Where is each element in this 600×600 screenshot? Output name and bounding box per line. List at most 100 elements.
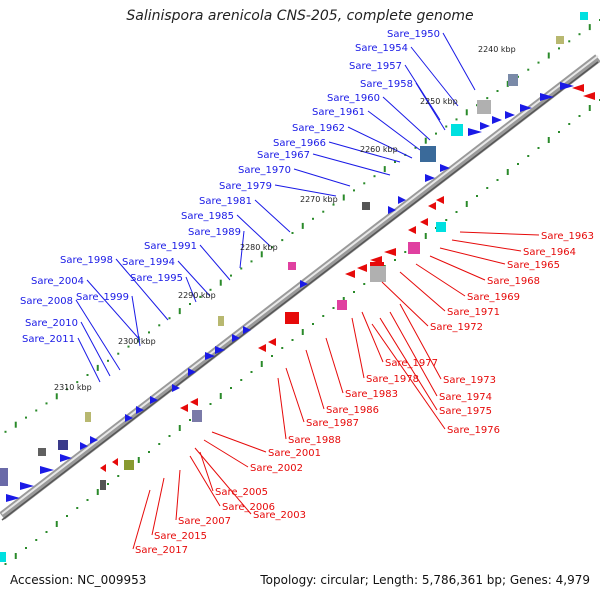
tick-label: 2250 kbp bbox=[420, 97, 458, 106]
gc-dot-upper bbox=[353, 189, 355, 192]
reverse-gene-label: Sare_1973 bbox=[443, 375, 496, 386]
gc-dot-upper bbox=[107, 359, 109, 362]
forward-gene-arrow bbox=[215, 346, 225, 354]
reverse-label-leader bbox=[415, 263, 466, 297]
gene-feature-block bbox=[85, 412, 91, 422]
reverse-gene-label: Sare_1987 bbox=[306, 418, 359, 429]
forward-gene-label: Sare_1989 bbox=[188, 227, 241, 238]
reverse-label-leader bbox=[389, 311, 438, 397]
gc-dot-upper bbox=[250, 260, 253, 263]
gc-dot-lower bbox=[219, 393, 222, 399]
gc-dot-upper bbox=[465, 109, 468, 116]
forward-label-leader bbox=[293, 168, 351, 187]
forward-label-leader bbox=[239, 230, 245, 269]
forward-gene-arrow bbox=[480, 122, 490, 130]
reverse-gene-label: Sare_1977 bbox=[385, 358, 438, 369]
tick-label: 2270 kbp bbox=[300, 195, 338, 204]
reverse-label-leader bbox=[277, 377, 287, 440]
gene-feature-block bbox=[0, 468, 8, 486]
gc-dot-lower bbox=[25, 547, 27, 549]
gene-feature-block bbox=[370, 266, 386, 282]
gc-dot-upper bbox=[455, 118, 458, 121]
reverse-label-leader bbox=[399, 303, 442, 380]
gc-dot-upper bbox=[189, 303, 191, 305]
gc-dot-lower bbox=[55, 521, 58, 527]
forward-gene-arrow bbox=[136, 406, 144, 414]
gc-dot-upper bbox=[486, 97, 489, 100]
gene-feature-block bbox=[285, 312, 299, 324]
gc-dot-lower bbox=[486, 187, 489, 189]
map-title: Salinispora arenicola CNS-205, complete … bbox=[126, 8, 474, 24]
gc-dot-lower bbox=[250, 371, 253, 373]
reverse-label-leader bbox=[305, 349, 325, 410]
forward-gene-arrow bbox=[60, 454, 72, 462]
reverse-label-leader bbox=[189, 455, 221, 507]
reverse-gene-label: Sare_2017 bbox=[135, 545, 188, 556]
reverse-gene-label: Sare_1965 bbox=[507, 260, 560, 271]
gc-dot-upper bbox=[117, 352, 120, 355]
gc-dot-lower bbox=[301, 329, 304, 335]
gc-dot-upper bbox=[445, 125, 448, 128]
gc-dot-upper bbox=[414, 146, 417, 149]
forward-gene-arrow bbox=[80, 442, 88, 450]
tick-labels: 2240 kbp 2250 kbp 2260 kbp 2270 kbp 2280 kbp… bbox=[54, 45, 516, 392]
gc-dot-upper bbox=[506, 80, 509, 87]
forward-gene-label: Sare_1994 bbox=[122, 257, 175, 268]
gc-dot-lower bbox=[117, 475, 120, 477]
forward-gene-arrow bbox=[505, 111, 515, 119]
gc-dot-upper bbox=[342, 194, 345, 201]
reverse-gene-arrow bbox=[345, 270, 355, 278]
reverse-gene-label: Sare_2006 bbox=[222, 502, 275, 513]
forward-gene-label: Sare_1958 bbox=[360, 79, 413, 90]
gene-feature-block bbox=[0, 552, 6, 562]
forward-gene-arrow bbox=[125, 414, 133, 422]
gc-dot-upper bbox=[199, 295, 202, 298]
reverse-label-leader bbox=[459, 231, 540, 236]
gc-dot-upper bbox=[537, 61, 540, 64]
gc-dot-lower bbox=[476, 195, 478, 197]
gene-feature-block bbox=[580, 12, 588, 20]
forward-gene-label: Sare_1961 bbox=[312, 107, 365, 118]
forward-label-leader bbox=[312, 153, 391, 176]
forward-gene-arrow bbox=[90, 436, 98, 444]
reverse-label-leader bbox=[151, 477, 165, 536]
reverse-gene-labels: Sare_1963 Sare_1964 Sare_1965 Sare_1968 Sare… bbox=[135, 231, 594, 556]
forward-gene-label: Sare_1999 bbox=[76, 292, 129, 303]
forward-gene-label: Sare_2008 bbox=[20, 296, 73, 307]
gc-dot-lower bbox=[496, 179, 499, 181]
reverse-gene-arrow bbox=[258, 344, 266, 352]
gc-dot-lower bbox=[76, 507, 79, 509]
gc-dot-upper bbox=[281, 239, 284, 242]
gc-dot-lower bbox=[158, 443, 161, 445]
forward-label-leader bbox=[347, 126, 413, 159]
gc-dot-upper bbox=[363, 182, 366, 185]
gc-dot-upper bbox=[96, 364, 99, 371]
reverse-gene-label: Sare_1963 bbox=[541, 231, 594, 242]
gc-dot-upper bbox=[127, 345, 130, 348]
forward-gene-arrow bbox=[40, 466, 54, 474]
reverse-label-leader bbox=[439, 247, 506, 265]
accession-text: Accession: NC_009953 bbox=[10, 573, 147, 587]
gc-dot-lower bbox=[558, 131, 560, 133]
forward-gene-arrow bbox=[440, 164, 450, 172]
gc-dot-lower bbox=[465, 201, 468, 207]
gc-dot-upper bbox=[394, 161, 396, 163]
gc-dot-lower bbox=[322, 315, 325, 317]
gc-dot-upper bbox=[55, 393, 58, 400]
reverse-gene-label: Sare_1978 bbox=[366, 374, 419, 385]
gc-dot-upper bbox=[14, 421, 17, 428]
forward-gene-labels: Sare_1950 Sare_1954 Sare_1957 Sare_1958 Sare… bbox=[20, 29, 440, 345]
gc-dot-upper bbox=[547, 52, 550, 59]
reverse-gene-label: Sare_2005 bbox=[215, 487, 268, 498]
forward-label-leader bbox=[367, 110, 421, 151]
gc-dot-upper bbox=[588, 24, 591, 31]
gene-feature-block bbox=[408, 242, 420, 254]
forward-label-leader bbox=[185, 276, 197, 303]
gc-dot-lower bbox=[271, 355, 273, 357]
gc-dot-lower bbox=[4, 563, 7, 565]
forward-gene-label: Sare_1960 bbox=[327, 93, 380, 104]
forward-gene-label: Sare_2004 bbox=[31, 276, 84, 287]
forward-gene-label: Sare_1957 bbox=[349, 61, 402, 72]
forward-gene-label: Sare_1991 bbox=[144, 241, 197, 252]
gc-dot-lower bbox=[588, 105, 591, 111]
